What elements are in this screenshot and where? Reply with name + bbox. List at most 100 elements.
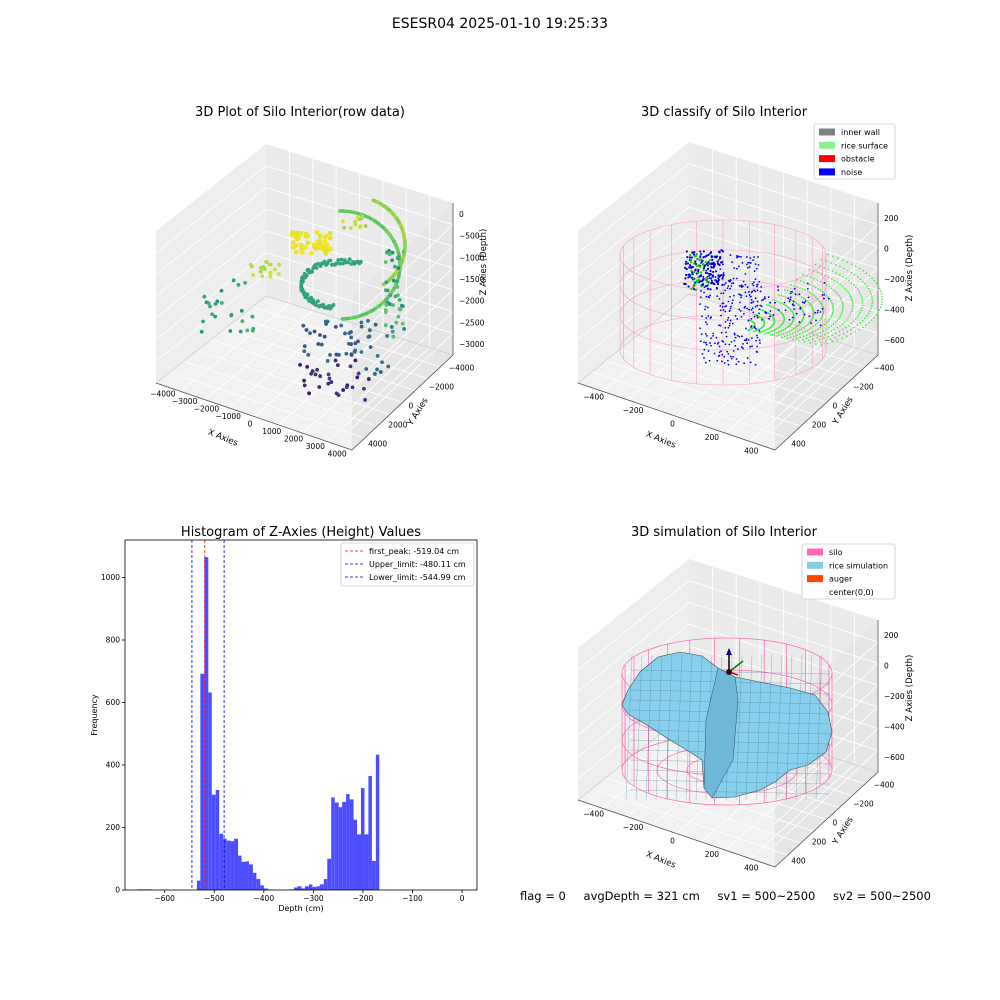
data-point xyxy=(236,282,241,287)
data-point xyxy=(328,246,333,252)
noise-point xyxy=(724,320,727,323)
mesh-line xyxy=(805,654,813,801)
histogram-bar xyxy=(353,819,358,890)
legend-label: silo xyxy=(829,548,843,557)
noise-point xyxy=(723,362,726,364)
data-point xyxy=(262,267,267,271)
grid-line xyxy=(750,347,855,442)
noise-point xyxy=(703,341,705,344)
rice-surface-point xyxy=(848,293,851,296)
noise-point xyxy=(743,362,746,365)
rice-surface-point xyxy=(790,299,793,301)
noise-point xyxy=(704,332,707,335)
mesh-line xyxy=(629,789,831,795)
rice-surface-point xyxy=(746,329,749,332)
grid-line xyxy=(774,706,879,803)
data-point xyxy=(318,333,322,337)
legend-box xyxy=(340,542,475,587)
rice-surface-point xyxy=(831,334,833,336)
rice-surface-point xyxy=(842,304,844,306)
rice-surface-point xyxy=(790,329,793,331)
rice-surface-point xyxy=(816,271,819,274)
rice-surface-point xyxy=(769,334,772,336)
noise-point xyxy=(688,266,691,269)
noise-point xyxy=(793,304,795,307)
data-point xyxy=(336,393,341,398)
rice-surface-point xyxy=(801,288,804,290)
data-point xyxy=(301,279,305,284)
noise-point xyxy=(804,300,807,303)
data-point xyxy=(250,314,255,319)
histogram-bar xyxy=(219,833,224,890)
data-point xyxy=(349,335,354,340)
rice-surface-point xyxy=(693,255,697,258)
data-point xyxy=(258,269,263,274)
classify-3d-plot: 3D classify of Silo Interior −400 −200 0 20… xyxy=(577,105,915,455)
rice-surface-point xyxy=(834,321,837,324)
noise-point xyxy=(746,263,748,266)
rice-surface-point xyxy=(829,338,832,341)
rice-surface-point xyxy=(865,272,868,275)
noise-point xyxy=(819,311,822,313)
data-point xyxy=(322,334,327,339)
data-point xyxy=(367,328,372,333)
x-tick-label: 0 xyxy=(670,837,675,846)
noise-point xyxy=(790,290,793,293)
data-point xyxy=(268,262,273,267)
noise-point xyxy=(702,250,705,253)
rice-surface-point xyxy=(852,320,855,323)
rice-surface-point xyxy=(836,281,839,284)
data-point xyxy=(302,383,307,388)
grid-line xyxy=(351,224,454,321)
noise-point xyxy=(746,307,748,310)
rice-surface-point xyxy=(812,308,814,310)
rice-surface-point xyxy=(858,313,860,316)
noise-point xyxy=(707,350,710,352)
rice-surface-point xyxy=(828,285,830,288)
noise-point xyxy=(738,308,741,311)
x-tick-label: −3000 xyxy=(172,397,198,406)
chart-title: 3D classify of Silo Interior xyxy=(641,105,808,120)
noise-point xyxy=(748,308,750,311)
rice-surface-point xyxy=(810,305,813,307)
rice-surface-point xyxy=(865,324,867,326)
x-tick-label: 0 xyxy=(248,420,253,429)
legend-swatch xyxy=(807,561,823,569)
data-point xyxy=(293,249,299,255)
noise-point xyxy=(729,287,732,290)
data-point xyxy=(380,360,384,365)
rice-surface-point xyxy=(836,292,839,295)
noise-point xyxy=(744,283,747,286)
noise-point xyxy=(759,342,761,344)
noise-point xyxy=(749,361,752,364)
rice-surface-point xyxy=(831,302,834,305)
noise-point xyxy=(717,250,721,253)
rice-surface-point xyxy=(763,330,766,332)
noise-point xyxy=(753,315,756,318)
noise-point xyxy=(721,250,725,253)
legend-label: first_peak: -519.04 cm xyxy=(369,547,459,556)
data-point xyxy=(249,262,253,267)
rice-surface-point xyxy=(827,320,829,323)
y-tick-label: −200 xyxy=(853,383,874,392)
data-point xyxy=(359,324,364,329)
noise-point xyxy=(719,268,722,271)
rice-surface-point xyxy=(854,318,857,320)
noise-point xyxy=(743,306,746,309)
rice-surface-point xyxy=(822,330,825,332)
grid-line xyxy=(725,339,832,434)
rice-surface-point xyxy=(848,279,850,282)
noise-point xyxy=(705,269,708,272)
y-tick-label: 0 xyxy=(833,402,838,411)
noise-point xyxy=(748,294,751,296)
data-point xyxy=(339,257,344,262)
rice-surface-point xyxy=(797,303,799,306)
data-point xyxy=(318,374,323,379)
noise-point xyxy=(720,249,723,252)
data-point xyxy=(315,367,320,372)
data-point xyxy=(298,243,304,248)
noise-point xyxy=(709,342,711,344)
depth-histogram: Histogram of Z-Axies (Height) Values −60… xyxy=(90,525,478,913)
rice-surface-point xyxy=(870,319,873,321)
data-point xyxy=(307,391,311,396)
